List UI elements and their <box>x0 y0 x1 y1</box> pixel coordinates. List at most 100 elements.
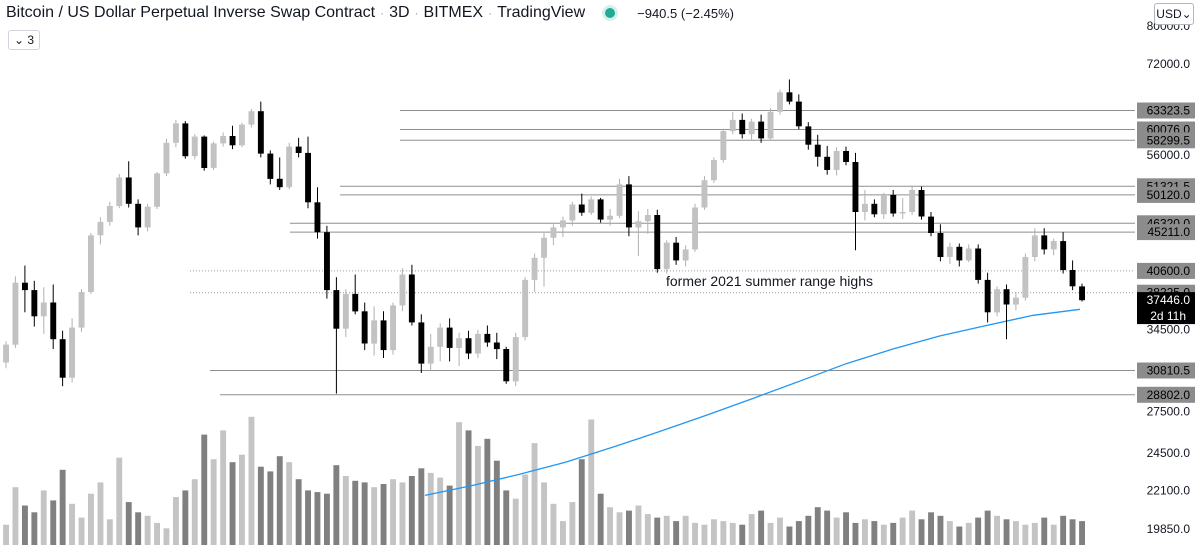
candle[interactable] <box>692 203 698 252</box>
candle[interactable] <box>1041 228 1048 255</box>
candle[interactable] <box>711 157 717 183</box>
candle[interactable] <box>909 186 916 216</box>
candle[interactable] <box>918 186 925 220</box>
candle[interactable] <box>475 329 481 358</box>
candle[interactable] <box>380 311 387 358</box>
symbol-title[interactable]: Bitcoin / US Dollar Perpetual Inverse Sw… <box>6 4 376 21</box>
candle[interactable] <box>626 176 632 237</box>
candle[interactable] <box>1060 232 1067 274</box>
candle[interactable] <box>541 233 547 287</box>
candle[interactable] <box>399 268 406 312</box>
candle[interactable] <box>720 128 727 163</box>
candle[interactable] <box>427 333 434 371</box>
candle[interactable] <box>456 332 462 366</box>
candle[interactable] <box>928 212 934 237</box>
candle[interactable] <box>795 94 802 130</box>
candle[interactable] <box>257 101 264 158</box>
indicator-toggle-button[interactable]: ⌄ 3 <box>8 30 41 50</box>
candle[interactable] <box>814 134 821 167</box>
candle[interactable] <box>729 111 736 135</box>
candle[interactable] <box>295 137 302 158</box>
candle[interactable] <box>106 201 113 226</box>
candle[interactable] <box>116 174 123 209</box>
candle[interactable] <box>767 108 774 141</box>
candle[interactable] <box>531 253 538 292</box>
candle[interactable] <box>569 201 576 226</box>
candle[interactable] <box>248 108 255 128</box>
candle[interactable] <box>1013 292 1019 311</box>
candle[interactable] <box>418 314 425 373</box>
candle[interactable] <box>324 225 330 299</box>
candle[interactable] <box>97 217 104 245</box>
candle[interactable] <box>937 224 944 262</box>
candle[interactable] <box>371 306 378 356</box>
candle[interactable] <box>644 209 651 234</box>
candle[interactable] <box>673 237 680 265</box>
candle[interactable] <box>390 302 396 355</box>
candle[interactable] <box>946 242 953 264</box>
candle[interactable] <box>88 233 94 294</box>
candle[interactable] <box>758 114 765 143</box>
candle[interactable] <box>78 289 85 332</box>
candle[interactable] <box>286 142 293 190</box>
candle[interactable] <box>522 277 529 341</box>
candle[interactable] <box>578 193 585 216</box>
candle[interactable] <box>1050 238 1057 256</box>
candle[interactable] <box>267 150 274 185</box>
candle[interactable] <box>229 125 236 150</box>
candle[interactable] <box>503 346 510 384</box>
candle[interactable] <box>1031 228 1038 262</box>
candle[interactable] <box>616 178 623 219</box>
candle[interactable] <box>588 196 595 216</box>
candle[interactable] <box>1003 284 1010 340</box>
candle[interactable] <box>597 197 604 223</box>
candle[interactable] <box>748 118 755 141</box>
candle[interactable] <box>890 190 897 217</box>
candle[interactable] <box>276 157 283 190</box>
candle[interactable] <box>182 121 189 159</box>
candle[interactable] <box>1069 260 1076 291</box>
market-status-icon[interactable] <box>605 8 616 18</box>
candle[interactable] <box>437 323 444 362</box>
candle[interactable] <box>682 245 689 267</box>
candle[interactable] <box>3 341 9 369</box>
candle[interactable] <box>663 240 670 274</box>
candle[interactable] <box>59 330 66 387</box>
candle[interactable] <box>956 243 963 267</box>
candle[interactable] <box>635 211 642 257</box>
candle[interactable] <box>446 318 453 362</box>
candle[interactable] <box>210 141 217 170</box>
candle[interactable] <box>12 276 19 348</box>
candle[interactable] <box>239 122 245 148</box>
candle[interactable] <box>701 176 708 210</box>
candle[interactable] <box>654 209 661 273</box>
candle[interactable] <box>201 135 208 171</box>
candle[interactable] <box>965 244 972 263</box>
candle[interactable] <box>852 152 859 251</box>
candle[interactable] <box>1079 283 1085 302</box>
candle[interactable] <box>144 203 151 232</box>
currency-select[interactable]: USD⌄ <box>1154 3 1194 25</box>
candle[interactable] <box>975 244 982 284</box>
candle[interactable] <box>862 190 868 221</box>
candle[interactable] <box>871 199 878 218</box>
price-axis[interactable]: 80000.072000.056000.034500.027500.024500… <box>1135 0 1200 545</box>
candle[interactable] <box>163 138 170 177</box>
interval-label[interactable]: 3D <box>389 4 410 21</box>
candle[interactable] <box>314 187 321 239</box>
candle[interactable] <box>843 146 849 166</box>
candle[interactable] <box>50 284 57 350</box>
candle[interactable] <box>31 280 38 327</box>
candle[interactable] <box>824 145 831 175</box>
candle[interactable] <box>484 325 491 347</box>
candle[interactable] <box>607 209 613 226</box>
candle[interactable] <box>408 264 415 326</box>
candle[interactable] <box>880 192 887 219</box>
candle[interactable] <box>777 89 783 115</box>
candle[interactable] <box>352 274 359 315</box>
candle[interactable] <box>899 197 906 219</box>
candle[interactable] <box>833 147 840 176</box>
candle[interactable] <box>560 216 566 237</box>
candle[interactable] <box>493 332 500 360</box>
candle[interactable] <box>1022 253 1029 301</box>
